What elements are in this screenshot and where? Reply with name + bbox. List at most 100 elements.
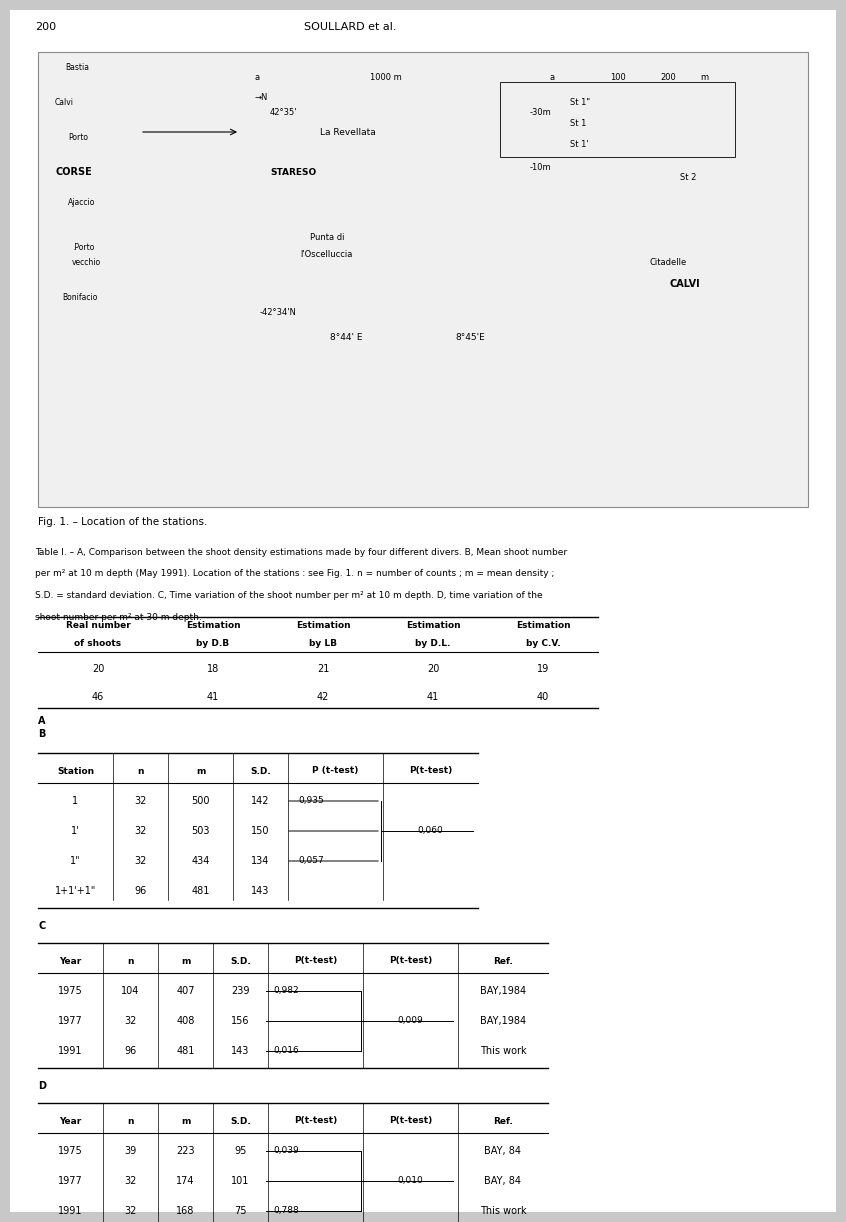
Text: 1977: 1977 [58, 1176, 83, 1187]
Text: Table I. – A, Comparison between the shoot density estimations made by four diff: Table I. – A, Comparison between the sho… [35, 547, 567, 556]
Text: 239: 239 [231, 986, 250, 996]
Text: 96: 96 [124, 1046, 136, 1056]
Text: Estimation: Estimation [185, 621, 240, 629]
Text: 143: 143 [231, 1046, 250, 1056]
Text: m: m [181, 1117, 190, 1125]
Text: P(t-test): P(t-test) [389, 1117, 432, 1125]
Text: a: a [550, 72, 555, 82]
Text: Bastia: Bastia [65, 62, 89, 72]
Text: Citadelle: Citadelle [650, 258, 687, 266]
Text: P(t-test): P(t-test) [389, 957, 432, 965]
Text: 46: 46 [92, 692, 104, 701]
Text: 18: 18 [207, 664, 219, 673]
Text: 40: 40 [537, 692, 549, 701]
Text: 32: 32 [124, 1015, 137, 1026]
FancyBboxPatch shape [10, 10, 836, 1212]
Text: P(t-test): P(t-test) [409, 766, 452, 776]
Text: A: A [38, 716, 46, 726]
Text: 1975: 1975 [58, 1146, 83, 1156]
Text: 20: 20 [92, 664, 104, 673]
Text: n: n [127, 1117, 134, 1125]
Text: 0,016: 0,016 [273, 1046, 299, 1056]
Text: 0,788: 0,788 [273, 1206, 299, 1216]
Text: 0,057: 0,057 [298, 857, 324, 865]
Text: CORSE: CORSE [55, 167, 91, 177]
Text: shoot number per m² at 30 m depth.: shoot number per m² at 30 m depth. [35, 613, 201, 622]
Text: Calvi: Calvi [55, 98, 74, 106]
Text: 168: 168 [176, 1206, 195, 1216]
Text: BAY, 84: BAY, 84 [485, 1176, 521, 1187]
Text: St 1": St 1" [570, 98, 591, 106]
Text: This work: This work [480, 1206, 526, 1216]
Text: 101: 101 [231, 1176, 250, 1187]
Text: 42: 42 [316, 692, 329, 701]
Text: 32: 32 [124, 1176, 137, 1187]
Text: Ref.: Ref. [493, 957, 513, 965]
Text: -30m: -30m [530, 108, 552, 116]
Text: S.D. = standard deviation. C, Time variation of the shoot number per m² at 10 m : S.D. = standard deviation. C, Time varia… [35, 591, 542, 600]
Text: 42°35': 42°35' [270, 108, 298, 116]
Text: 223: 223 [176, 1146, 195, 1156]
Text: 503: 503 [191, 826, 210, 836]
Text: Estimation: Estimation [516, 621, 570, 629]
Text: 41: 41 [427, 692, 439, 701]
Text: P(t-test): P(t-test) [294, 957, 337, 965]
Text: La Revellata: La Revellata [320, 127, 376, 137]
Text: 20: 20 [427, 664, 439, 673]
Text: per m² at 10 m depth (May 1991). Location of the stations : see Fig. 1. n = numb: per m² at 10 m depth (May 1991). Locatio… [35, 569, 554, 578]
Text: 0,039: 0,039 [273, 1146, 299, 1156]
Text: St 1': St 1' [570, 139, 589, 149]
Text: 481: 481 [191, 886, 210, 896]
Text: 21: 21 [316, 664, 329, 673]
Text: 1': 1' [71, 826, 80, 836]
Text: a: a [255, 72, 260, 82]
Text: S.D.: S.D. [230, 1117, 251, 1125]
Text: 32: 32 [135, 796, 146, 807]
Text: by C.V.: by C.V. [525, 639, 560, 648]
Text: of shoots: of shoots [74, 639, 122, 648]
Text: 19: 19 [537, 664, 549, 673]
Text: Fig. 1. – Location of the stations.: Fig. 1. – Location of the stations. [38, 517, 207, 527]
Text: 32: 32 [124, 1206, 137, 1216]
Text: l'Oscelluccia: l'Oscelluccia [300, 249, 353, 259]
Text: .Porto: .Porto [72, 242, 95, 252]
Text: 143: 143 [251, 886, 270, 896]
Text: 1+1'+1": 1+1'+1" [55, 886, 96, 896]
Text: S.D.: S.D. [250, 766, 271, 776]
Text: 1975: 1975 [58, 986, 83, 996]
Text: 96: 96 [135, 886, 146, 896]
Text: BAY, 84: BAY, 84 [485, 1146, 521, 1156]
Text: by LB: by LB [309, 639, 337, 648]
Text: 134: 134 [251, 855, 270, 866]
Text: Year: Year [59, 1117, 81, 1125]
Text: BAY,1984: BAY,1984 [480, 986, 526, 996]
Text: 1991: 1991 [58, 1046, 83, 1056]
FancyBboxPatch shape [38, 53, 808, 507]
Text: Porto: Porto [68, 132, 88, 142]
Text: This work: This work [480, 1046, 526, 1056]
Text: Ref.: Ref. [493, 1117, 513, 1125]
Text: St 1: St 1 [570, 120, 586, 128]
Text: -42°34'N: -42°34'N [260, 308, 297, 316]
Text: 407: 407 [176, 986, 195, 996]
Text: Year: Year [59, 957, 81, 965]
Text: 75: 75 [234, 1206, 247, 1216]
Text: P(t-test): P(t-test) [294, 1117, 337, 1125]
Text: Estimation: Estimation [406, 621, 460, 629]
Text: 1000 m: 1000 m [370, 72, 402, 82]
Text: →N: →N [255, 93, 268, 101]
Text: 104: 104 [121, 986, 140, 996]
Text: 0,935: 0,935 [298, 797, 324, 805]
Text: S.D.: S.D. [230, 957, 251, 965]
Text: by D.L.: by D.L. [415, 639, 451, 648]
Text: 174: 174 [176, 1176, 195, 1187]
Text: 0,060: 0,060 [418, 826, 443, 836]
Text: D: D [38, 1081, 46, 1091]
Text: 0,010: 0,010 [398, 1177, 423, 1185]
Text: m: m [181, 957, 190, 965]
Text: Punta di: Punta di [310, 232, 344, 242]
Text: 39: 39 [124, 1146, 136, 1156]
Text: 434: 434 [191, 855, 210, 866]
Text: 1977: 1977 [58, 1015, 83, 1026]
Text: n: n [127, 957, 134, 965]
